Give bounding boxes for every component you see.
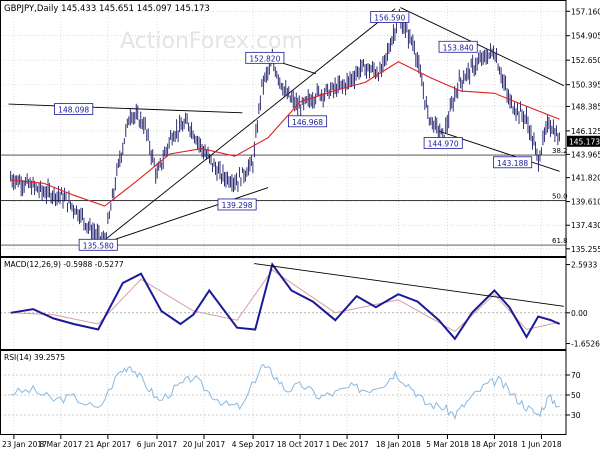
macd-y-tick-label: 2.5933	[571, 261, 597, 270]
trendline	[97, 8, 396, 246]
panel-frame-rsi	[0, 350, 567, 435]
macd-trendline	[254, 263, 564, 307]
rsi-panel: RSI(14) 39.2575	[0, 353, 566, 420]
price-label: 146.968	[292, 118, 323, 127]
rsi-y-tick-label: 70	[571, 371, 581, 380]
trendline	[98, 187, 269, 246]
macd-title: MACD(12,26,9) -0.5988 -0.5277	[4, 260, 124, 269]
price-label: 156.590	[374, 13, 405, 22]
price-label: 139.298	[222, 201, 253, 210]
price-label: 152.820	[249, 54, 280, 63]
price-label-box	[493, 156, 533, 169]
macd-y-tick-label: 0.00	[571, 309, 588, 318]
x-tick-label: 5 Mar 2018	[426, 440, 469, 449]
price-y-tick-label: 154.905	[571, 32, 600, 41]
watermark: ActionForex.com	[120, 29, 303, 54]
price-y-tick-label: 157.160	[571, 7, 600, 16]
macd-panel: MACD(12,26,9) -0.5988 -0.5277	[0, 260, 566, 341]
price-label: 135.580	[83, 241, 114, 250]
price-label-box	[423, 137, 463, 149]
x-tick-label: 18 Jan 2018	[376, 440, 421, 449]
current-price-label: 145.173	[569, 137, 600, 146]
price-y-tick-label: 152.650	[571, 56, 600, 65]
rsi-line	[10, 363, 560, 420]
price-label: 143.188	[497, 159, 528, 168]
price-y-tick-label: 150.395	[571, 81, 600, 90]
price-label-box	[438, 40, 478, 53]
x-tick-label: 18 Apr 2018	[471, 440, 518, 449]
fib-level-label: 50.0	[552, 193, 568, 201]
rsi-y-tick-label: 30	[571, 411, 581, 420]
panel-frame-price	[0, 0, 567, 257]
chart-header: GBPJPY,Daily 145.433 145.651 145.097 145…	[4, 4, 210, 14]
price-y-tick-label: 141.820	[571, 174, 600, 183]
x-tick-label: 20 Jul 2017	[183, 440, 226, 449]
x-tick-label: 23 Jan 2017	[2, 440, 47, 449]
fib-level-label: 61.8	[552, 237, 568, 245]
trendline	[8, 103, 243, 114]
price-y-tick-label: 143.965	[571, 150, 600, 159]
price-label-box	[370, 11, 410, 23]
x-tick-label: 1 Dec 2017	[326, 440, 369, 449]
panel-frame-macd	[0, 257, 567, 350]
price-y-tick-label: 135.255	[571, 245, 600, 254]
macd-line	[10, 262, 561, 341]
x-tick-label: 8 Mar 2017	[39, 440, 82, 449]
price-y-tick-label: 148.385	[571, 102, 600, 111]
moving-average-line	[10, 61, 560, 207]
trendline	[400, 7, 565, 87]
current-price-box	[567, 135, 600, 147]
fib-level-label: 38.2	[552, 147, 568, 155]
price-label: 144.970	[428, 139, 459, 148]
price-label: 153.840	[443, 43, 474, 52]
price-y-tick-label: 146.125	[571, 127, 600, 136]
price-label-box	[245, 51, 285, 64]
x-tick-label: 21 Apr 2017	[85, 440, 132, 449]
macd-y-tick-label: -1.6526	[571, 340, 600, 349]
x-tick-label: 6 Jun 2017	[137, 440, 178, 449]
x-tick-label: 18 Oct 2017	[277, 440, 324, 449]
grid-layer	[0, 0, 566, 435]
rsi-title: RSI(14) 39.2575	[4, 353, 65, 362]
price-label-box	[54, 103, 94, 115]
rsi-y-tick-label: 50	[571, 391, 581, 400]
macd-signal-line	[10, 269, 560, 333]
price-panel: 38.2 50.0 61.8 135.580 148.098 139.298 152.820…	[0, 7, 568, 251]
price-y-tick-label: 139.610	[571, 198, 600, 207]
price-label-box	[217, 198, 257, 211]
price-label: 148.098	[58, 106, 89, 115]
price-y-tick-label: 137.430	[571, 221, 600, 230]
x-tick-label: 1 Jun 2018	[521, 440, 562, 449]
panel-frames	[0, 0, 567, 435]
price-label-box	[288, 115, 328, 128]
price-label-box	[78, 238, 118, 251]
x-tick-label: 4 Sep 2017	[232, 440, 275, 449]
